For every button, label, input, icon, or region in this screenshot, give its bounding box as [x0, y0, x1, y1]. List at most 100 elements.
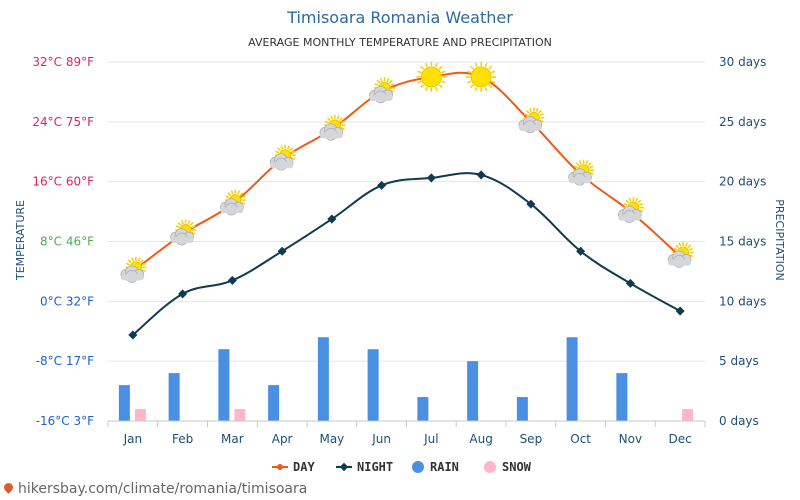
x-tick-label: Aug: [469, 432, 492, 446]
cloud-base: [270, 162, 294, 169]
partly-cloudy-icon: [269, 144, 296, 171]
sun-ray: [340, 120, 345, 124]
x-tick-label: Jun: [371, 432, 391, 446]
sun-ray: [523, 113, 529, 117]
weather-chart: Timisoara Romania Weather AVERAGE MONTHL…: [14, 8, 786, 474]
sun-ray: [417, 70, 422, 74]
sun-disc: [420, 66, 442, 88]
right-tick-label: 20 days: [719, 175, 766, 189]
left-tick-label: 32°C 89°F: [32, 55, 94, 69]
sun-ray: [639, 209, 644, 213]
sun-ray: [275, 150, 280, 154]
sun-ray: [474, 86, 478, 92]
left-axis-ticks: 32°C 89°F 24°C 75°F 16°C 60°F 8°C 46°F 0°C 3…: [32, 55, 94, 428]
source-link[interactable]: hikersbay.com/climate/romania/timisoara: [2, 481, 307, 497]
sun-ray: [539, 119, 544, 123]
partly-cloudy-icon: [369, 77, 396, 104]
legend-label: NIGHT: [357, 460, 393, 474]
left-tick-label: -8°C 17°F: [36, 354, 94, 368]
x-tick-label: Mar: [221, 432, 244, 446]
sun-ray: [637, 199, 642, 204]
sun-ray: [688, 254, 694, 258]
partly-cloudy-icon: [120, 256, 147, 283]
night-point: [128, 330, 138, 340]
sun-ray: [587, 162, 592, 167]
sun-ray: [639, 202, 644, 206]
cloud-base: [220, 207, 244, 214]
sun-ray: [379, 77, 383, 83]
x-tick-label: Jul: [423, 432, 438, 446]
snow-bar: [134, 409, 146, 421]
cloud-base: [319, 132, 343, 139]
sun-ray: [390, 83, 395, 87]
right-tick-label: 25 days: [719, 115, 766, 129]
sun-ray: [290, 156, 296, 160]
right-tick-label: 15 days: [719, 235, 766, 249]
location-pin-icon: [2, 481, 15, 494]
sun-ray: [575, 162, 580, 167]
sun-ray: [180, 220, 184, 225]
cloud-base: [568, 177, 592, 184]
sun-ray: [177, 222, 182, 226]
sun-ray: [420, 84, 425, 89]
sun-ray: [241, 195, 246, 199]
sun-disc: [470, 66, 492, 88]
left-axis-label: TEMPERATURE: [14, 200, 27, 281]
sun-icon: [466, 61, 497, 92]
legend: DAY NIGHT RAIN SNOW: [272, 460, 532, 474]
x-tick-label: May: [319, 432, 344, 446]
x-tick-label: Oct: [570, 432, 591, 446]
legend-label: SNOW: [502, 460, 532, 474]
sun-ray: [466, 70, 472, 74]
sun-ray: [424, 62, 428, 68]
sun-ray: [388, 79, 393, 84]
sun-ray: [374, 83, 379, 87]
cloud-base: [618, 214, 642, 221]
rain-bar: [467, 361, 479, 421]
left-tick-label: 16°C 60°F: [32, 175, 94, 189]
sun-ray: [290, 150, 296, 154]
sun-ray: [490, 70, 496, 74]
sun-ray: [417, 80, 422, 84]
sun-ray: [330, 115, 334, 120]
rain-bar: [417, 397, 429, 421]
rain-bar: [616, 373, 628, 421]
x-tick-label: Apr: [272, 432, 293, 446]
right-tick-label: 5 days: [719, 354, 759, 368]
sun-icon: [416, 61, 447, 92]
sun-ray: [539, 113, 544, 117]
sun-ray: [469, 84, 474, 89]
cloud-base: [120, 274, 144, 281]
rain-bar: [317, 337, 329, 421]
right-tick-label: 30 days: [719, 55, 766, 69]
sun-ray: [438, 65, 443, 70]
night-point: [426, 173, 436, 183]
right-tick-label: 10 days: [719, 294, 766, 308]
left-tick-label: 24°C 75°F: [32, 115, 94, 129]
chart-title: Timisoara Romania Weather: [286, 8, 513, 27]
night-point: [476, 170, 486, 180]
partly-cloudy-icon: [618, 197, 644, 223]
sun-ray: [175, 225, 180, 229]
left-tick-label: 8°C 46°F: [40, 235, 94, 249]
legend-swatch: [484, 461, 496, 473]
x-tick-label: Feb: [172, 432, 193, 446]
cloud-base: [518, 124, 542, 131]
sun-ray: [230, 190, 234, 195]
x-axis: Jan Feb Mar Apr May Jun Jul Aug Sep Oct Nov Dec: [107, 420, 706, 446]
sun-ray: [125, 262, 131, 266]
rain-bar: [367, 349, 379, 421]
legend-swatch: [412, 461, 424, 473]
night-point: [227, 275, 237, 285]
sun-ray: [585, 160, 589, 165]
x-tick-label: Dec: [669, 432, 692, 446]
sun-ray: [376, 79, 381, 84]
sun-ray: [237, 190, 241, 195]
sun-ray: [628, 197, 632, 202]
night-temperature-line: [132, 172, 681, 336]
sun-ray: [673, 247, 678, 251]
sun-ray: [131, 257, 135, 262]
sun-ray: [441, 80, 446, 84]
sun-ray: [589, 165, 594, 169]
sun-ray: [326, 117, 331, 122]
